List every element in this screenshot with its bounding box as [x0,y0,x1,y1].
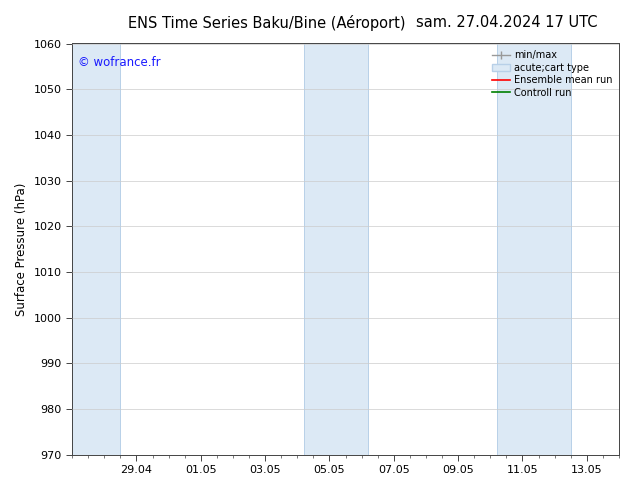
Text: ENS Time Series Baku/Bine (Aéroport): ENS Time Series Baku/Bine (Aéroport) [127,15,405,31]
Legend: min/max, acute;cart type, Ensemble mean run, Controll run: min/max, acute;cart type, Ensemble mean … [490,49,614,99]
Text: sam. 27.04.2024 17 UTC: sam. 27.04.2024 17 UTC [417,15,598,30]
Bar [497,44,571,455]
Text: © wofrance.fr: © wofrance.fr [77,56,160,69]
Bar [72,44,120,455]
Y-axis label: Surface Pressure (hPa): Surface Pressure (hPa) [15,182,28,316]
Bar [304,44,368,455]
